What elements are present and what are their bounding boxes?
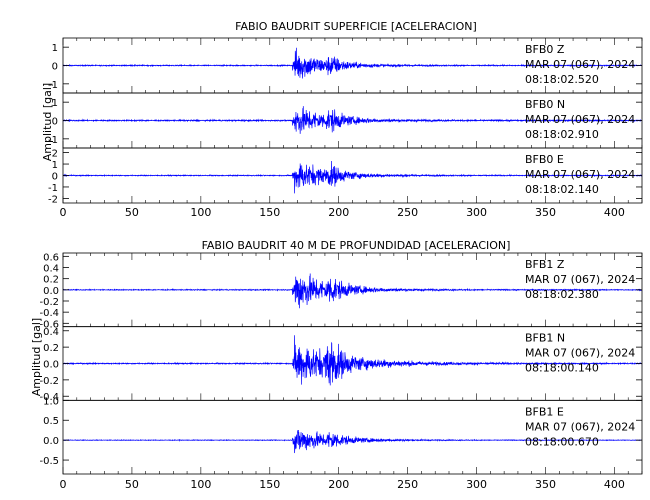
y-tick-label: 1	[52, 98, 58, 109]
waveform-trace	[63, 106, 642, 134]
x-tick-label: 250	[397, 206, 418, 219]
x-tick-label: 200	[328, 206, 349, 219]
time-label: 08:18:02.910	[525, 128, 599, 141]
y-tick-label: 0	[52, 117, 58, 128]
waveform-trace	[63, 161, 642, 194]
y-tick-label: -2	[48, 194, 58, 205]
y-tick-label: -0.2	[39, 297, 59, 308]
y-tick-label: -1	[48, 135, 58, 146]
y-tick-label: -0.5	[39, 456, 59, 467]
y-tick-label: 0.4	[43, 327, 59, 338]
y-tick-label: 2	[52, 149, 58, 160]
x-tick-label: 300	[466, 478, 487, 491]
waveform-trace	[63, 429, 642, 454]
y-tick-label: -1	[48, 183, 58, 194]
x-tick-label: 0	[60, 206, 67, 219]
x-tick-label: 200	[328, 478, 349, 491]
y-tick-label: 0.5	[43, 416, 59, 427]
y-tick-label: 0.6	[43, 252, 59, 263]
station-label: BFB1 N	[525, 332, 565, 345]
depth-block-title: FABIO BAUDRIT 40 M DE PROFUNDIDAD [ACELE…	[202, 239, 511, 252]
waveform-trace	[63, 47, 642, 79]
time-label: 08:18:02.380	[525, 288, 599, 301]
y-tick-label: -0.2	[39, 376, 59, 387]
date-label: MAR 07 (067), 2024	[525, 273, 635, 286]
x-tick-label: 300	[466, 206, 487, 219]
y-tick-label: -1	[48, 80, 58, 91]
surface-block: FABIO BAUDRIT SUPERFICIE [ACELERACION] A…	[41, 20, 643, 219]
panel-bfb1-e: -0.5 0.0 0.5 1.0 BFB1 E MAR 07 (067), 2024 08:…	[39, 396, 643, 475]
x-tick-label: 150	[259, 478, 280, 491]
y-tick-label: 0.0	[43, 286, 59, 297]
depth-block: FABIO BAUDRIT 40 M DE PROFUNDIDAD [ACELE…	[30, 239, 643, 491]
depth-block-ylabel: Amplitud [gal]	[30, 318, 43, 396]
x-tick-label: 150	[259, 206, 280, 219]
y-tick-label: 0	[52, 172, 58, 183]
panel-bfb0-z: -1 0 1 BFB0 Z MAR 07 (067), 2024 08:18:02.520	[48, 37, 643, 94]
time-label: 08:18:02.140	[525, 183, 599, 196]
panel-bfb1-n: -0.4 -0.2 0.0 0.2 0.4 BFB1 N MAR 07 (067), 202…	[39, 326, 643, 403]
y-tick-label: 0	[52, 62, 58, 73]
x-tick-label: 400	[604, 478, 625, 491]
y-tick-label: 0.4	[43, 264, 59, 275]
panel-bfb0-n: -1 0 1 BFB0 N MAR 07 (067), 2024 08:18:02.910	[48, 92, 643, 149]
time-label: 08:18:00.140	[525, 362, 599, 375]
surface-block-ylabel: Amplitud [gal]	[41, 83, 54, 161]
time-label: 08:18:00.670	[525, 435, 599, 448]
y-tick-label: -0.6	[39, 319, 59, 330]
x-tick-label: 350	[535, 478, 556, 491]
y-tick-label: 1	[52, 43, 58, 54]
x-tick-label: 50	[125, 206, 139, 219]
date-label: MAR 07 (067), 2024	[525, 420, 635, 433]
x-tick-label: 0	[60, 478, 67, 491]
date-label: MAR 07 (067), 2024	[525, 168, 635, 181]
y-tick-label: 0.0	[43, 360, 59, 371]
y-tick-label: -0.4	[39, 392, 59, 403]
surface-block-title: FABIO BAUDRIT SUPERFICIE [ACELERACION]	[235, 20, 477, 33]
x-tick-label: 100	[190, 478, 211, 491]
station-label: BFB0 N	[525, 98, 565, 111]
panel-bfb1-z: -0.6-0.4-0.20.00.20.40.6 BFB1 Z MAR 07 (06…	[39, 252, 643, 330]
x-tick-label: 350	[535, 206, 556, 219]
y-tick-label: 1	[52, 160, 58, 171]
station-label: BFB0 E	[525, 153, 564, 166]
y-tick-label: 0.2	[43, 275, 59, 286]
date-label: MAR 07 (067), 2024	[525, 347, 635, 360]
station-label: BFB1 E	[525, 405, 564, 418]
y-tick-label: -0.4	[39, 308, 59, 319]
time-label: 08:18:02.520	[525, 73, 599, 86]
y-tick-label: 0.2	[43, 343, 59, 354]
y-tick-label: 0.0	[43, 436, 59, 447]
date-label: MAR 07 (067), 2024	[525, 58, 635, 71]
waveform-trace	[63, 335, 642, 386]
waveform-trace	[63, 273, 642, 309]
x-tick-label: 250	[397, 478, 418, 491]
station-label: BFB1 Z	[525, 258, 565, 271]
x-tick-label: 400	[604, 206, 625, 219]
y-tick-label: 1.0	[43, 396, 59, 407]
x-tick-label: 100	[190, 206, 211, 219]
x-tick-label: 50	[125, 478, 139, 491]
station-label: BFB0 Z	[525, 43, 565, 56]
date-label: MAR 07 (067), 2024	[525, 113, 635, 126]
